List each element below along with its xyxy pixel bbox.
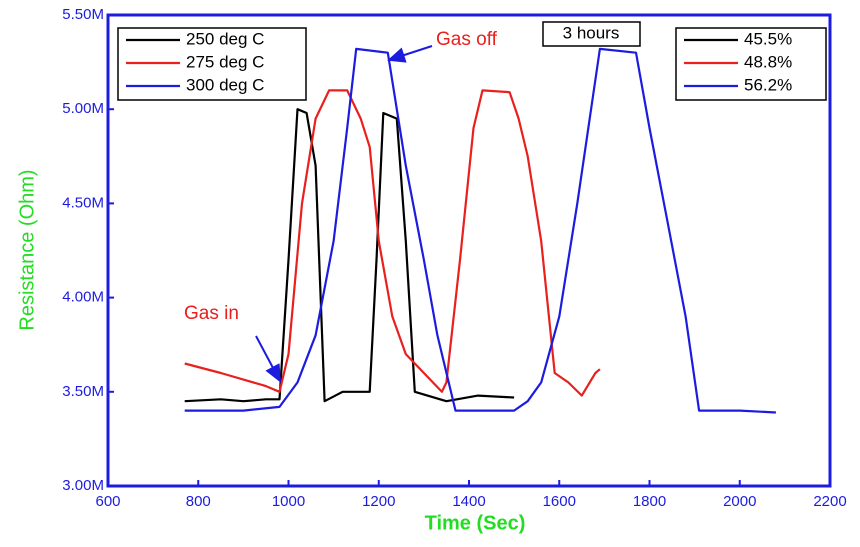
annotation: 3 hours <box>563 23 620 42</box>
annotation-arrow <box>255 335 281 383</box>
legend-label: 250 deg C <box>186 29 264 48</box>
x-axis-title: Time (Sec) <box>425 512 526 534</box>
plot-area <box>184 47 776 414</box>
series-line <box>184 89 601 397</box>
x-tick-label: 2000 <box>723 493 756 510</box>
y-tick-label: 4.00M <box>62 289 104 306</box>
annotation: Gas off <box>436 29 498 50</box>
y-tick-label: 5.00M <box>62 100 104 117</box>
annotation: Gas in <box>184 303 239 324</box>
annotation-box <box>542 21 641 47</box>
annotation-arrow <box>387 45 433 63</box>
legend-label: 45.5% <box>744 29 792 48</box>
y-tick-label: 5.50M <box>62 6 104 23</box>
y-tick-label: 3.00M <box>62 477 104 494</box>
x-tick-label: 800 <box>186 493 211 510</box>
x-tick-label: 1600 <box>543 493 576 510</box>
legend-label: 300 deg C <box>186 75 264 94</box>
x-tick-label: 600 <box>95 493 120 510</box>
x-tick-label: 1200 <box>362 493 395 510</box>
series-line <box>184 47 776 414</box>
legend-label: 48.8% <box>744 52 792 71</box>
x-tick-label: 1800 <box>633 493 666 510</box>
x-tick-label: 1400 <box>452 493 485 510</box>
legend-label: 56.2% <box>744 75 792 94</box>
series-line <box>184 108 515 403</box>
y-tick-label: 4.50M <box>62 194 104 211</box>
legend-label: 275 deg C <box>186 52 264 71</box>
x-tick-label: 2200 <box>813 493 846 510</box>
x-tick-label: 1000 <box>272 493 305 510</box>
y-axis-title: Resistance (Ohm) <box>16 169 38 330</box>
y-tick-label: 3.50M <box>62 383 104 400</box>
